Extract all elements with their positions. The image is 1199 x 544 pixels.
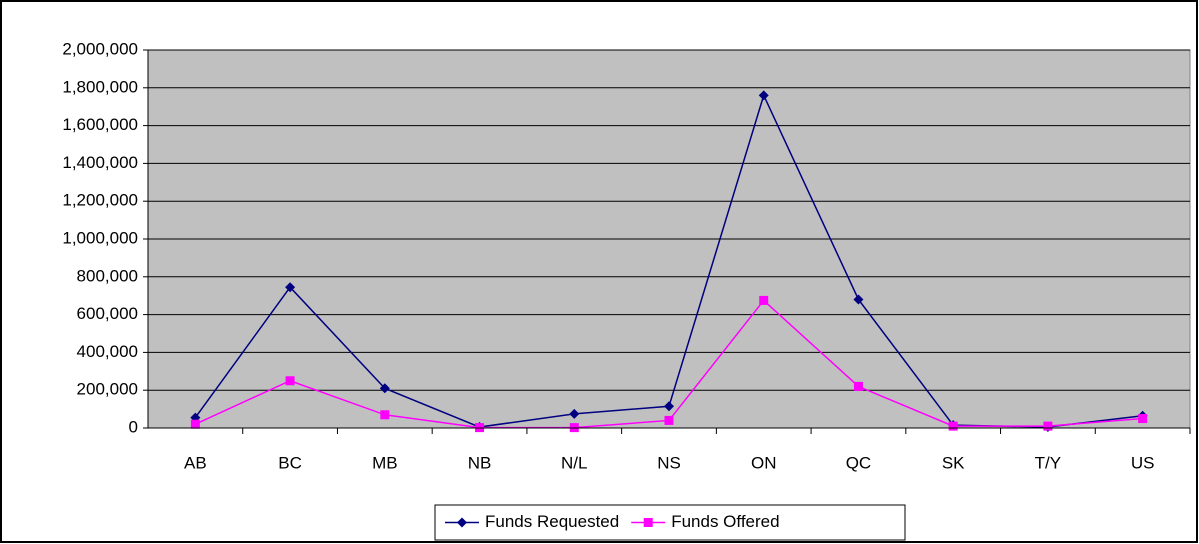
x-tick-label: QC bbox=[846, 453, 872, 472]
data-point bbox=[190, 419, 200, 429]
x-tick-label: AB bbox=[184, 453, 207, 472]
data-point bbox=[285, 376, 295, 386]
data-point bbox=[664, 415, 674, 425]
y-tick-label: 0 bbox=[129, 417, 138, 436]
y-tick-label: 2,000,000 bbox=[62, 39, 138, 58]
x-tick-label: MB bbox=[372, 453, 398, 472]
y-tick-label: 400,000 bbox=[77, 342, 138, 361]
y-tick-label: 1,400,000 bbox=[62, 153, 138, 172]
data-point bbox=[664, 401, 674, 412]
y-tick-label: 1,000,000 bbox=[62, 228, 138, 247]
x-tick-label: N/L bbox=[561, 453, 587, 472]
y-tick-label: 800,000 bbox=[77, 266, 138, 285]
x-tick-label: ON bbox=[751, 453, 777, 472]
x-tick-label: T/Y bbox=[1035, 453, 1061, 472]
legend-marker bbox=[457, 517, 467, 528]
y-tick-label: 200,000 bbox=[77, 380, 138, 399]
x-tick-label: NB bbox=[468, 453, 492, 472]
y-tick-label: 1,200,000 bbox=[62, 191, 138, 210]
x-tick-label: SK bbox=[942, 453, 965, 472]
data-point bbox=[758, 90, 769, 101]
data-point bbox=[948, 421, 958, 431]
x-tick-label: US bbox=[1131, 453, 1155, 472]
data-point bbox=[569, 408, 580, 419]
data-point bbox=[285, 282, 296, 293]
legend-label: Funds Requested bbox=[485, 512, 619, 531]
x-tick-label: NS bbox=[657, 453, 681, 472]
data-point bbox=[759, 295, 769, 305]
data-point bbox=[1043, 421, 1053, 431]
data-point bbox=[1138, 414, 1148, 424]
y-tick-label: 1,600,000 bbox=[62, 115, 138, 134]
y-tick-label: 1,800,000 bbox=[62, 77, 138, 96]
legend-marker bbox=[643, 518, 653, 527]
data-point bbox=[379, 383, 390, 394]
data-point bbox=[853, 294, 864, 305]
data-point bbox=[853, 381, 863, 391]
x-tick-label: BC bbox=[278, 453, 302, 472]
legend-label: Funds Offered bbox=[671, 512, 779, 531]
y-tick-label: 600,000 bbox=[77, 304, 138, 323]
legend-box bbox=[434, 504, 906, 541]
data-point bbox=[380, 410, 390, 420]
